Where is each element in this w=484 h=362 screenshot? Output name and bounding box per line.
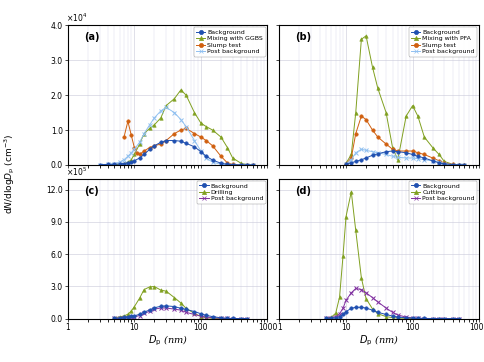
Legend: Background, Mixing with PFA, Slump test, Post background: Background, Mixing with PFA, Slump test,… bbox=[408, 27, 477, 56]
Text: (b): (b) bbox=[295, 32, 312, 42]
Legend: Background, Cutting, Post background: Background, Cutting, Post background bbox=[408, 181, 477, 204]
Text: d$N$/dlog$D_\mathrm{p}$ (cm$^{-3}$): d$N$/dlog$D_\mathrm{p}$ (cm$^{-3}$) bbox=[2, 134, 17, 214]
Text: (d): (d) bbox=[295, 186, 311, 196]
Text: (a): (a) bbox=[84, 32, 99, 42]
Legend: Background, Drilling, Post background: Background, Drilling, Post background bbox=[197, 181, 266, 204]
Text: (c): (c) bbox=[84, 186, 98, 196]
Text: $\times$10$^5$: $\times$10$^5$ bbox=[66, 165, 87, 177]
X-axis label: $D_{\mathrm{p}}$ (nm): $D_{\mathrm{p}}$ (nm) bbox=[148, 334, 188, 348]
X-axis label: $D_{\mathrm{p}}$ (nm): $D_{\mathrm{p}}$ (nm) bbox=[359, 334, 399, 348]
Legend: Background, Mixing with GGBS, Slump test, Post background: Background, Mixing with GGBS, Slump test… bbox=[194, 27, 266, 56]
Text: $\times$10$^4$: $\times$10$^4$ bbox=[66, 12, 87, 24]
